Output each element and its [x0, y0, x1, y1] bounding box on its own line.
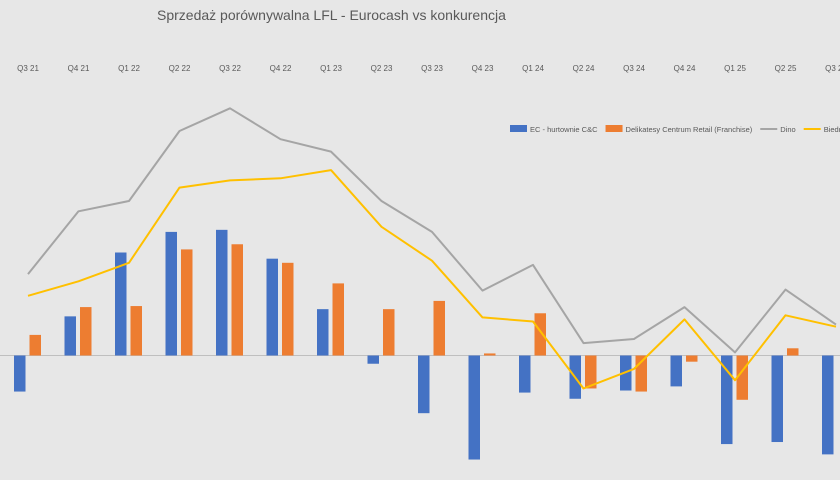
x-tick-label: Q1 24 — [522, 64, 544, 73]
bar-ec-cash-carry — [721, 355, 733, 445]
x-tick-label: Q3 22 — [219, 64, 241, 73]
x-tick-label: Q3 25 — [825, 64, 840, 73]
bar-ec-cash-carry — [216, 229, 228, 356]
bar-ec-cash-carry — [468, 355, 480, 460]
x-tick-label: Q4 24 — [674, 64, 696, 73]
x-tick-label: Q2 24 — [573, 64, 595, 73]
x-tick-label: Q1 25 — [724, 64, 746, 73]
bar-ec-cash-carry — [64, 316, 76, 356]
line-biedronka — [27, 169, 837, 390]
x-tick-label: Q2 25 — [775, 64, 797, 73]
bar-ec-cash-carry — [14, 355, 26, 392]
x-tick-label: Q3 23 — [421, 64, 443, 73]
bar-ec-cash-carry — [670, 355, 682, 387]
legend-label: Biedronka — [824, 125, 840, 134]
bar-delikatesy-centrum — [29, 334, 41, 356]
x-tick-label: Q1 23 — [320, 64, 342, 73]
bar-delikatesy-centrum — [585, 355, 597, 389]
bar-delikatesy-centrum — [686, 355, 698, 362]
x-tick-label: Q2 22 — [169, 64, 191, 73]
bar-ec-cash-carry — [822, 355, 834, 455]
bar-delikatesy-centrum — [130, 306, 142, 356]
bar-ec-cash-carry — [165, 231, 177, 356]
line-dino — [27, 107, 837, 354]
bar-delikatesy-centrum — [736, 355, 748, 400]
legend-swatch — [605, 125, 623, 132]
bar-ec-cash-carry — [317, 309, 329, 356]
bar-ec-cash-carry — [519, 355, 531, 393]
bar-delikatesy-centrum — [383, 309, 395, 356]
bar-delikatesy-centrum — [635, 355, 647, 392]
bar-ec-cash-carry — [771, 355, 783, 443]
x-tick-label: Q1 22 — [118, 64, 140, 73]
bar-delikatesy-centrum — [787, 348, 799, 356]
x-tick-label: Q4 21 — [68, 64, 90, 73]
legend-swatch — [510, 125, 527, 132]
legend-label: Delikatesy Centrum Retail (Franchise) — [626, 125, 753, 134]
bar-delikatesy-centrum — [484, 353, 496, 356]
x-tick-label: Q4 22 — [270, 64, 292, 73]
bar-delikatesy-centrum — [181, 249, 193, 356]
bar-ec-cash-carry — [115, 252, 127, 356]
bar-delikatesy-centrum — [433, 300, 445, 356]
bar-delikatesy-centrum — [231, 244, 243, 356]
x-tick-label: Q4 23 — [472, 64, 494, 73]
legend-label: EC - hurtownie C&C — [530, 125, 598, 134]
x-tick-label: Q3 24 — [623, 64, 645, 73]
bar-ec-cash-carry — [367, 355, 379, 364]
bar-delikatesy-centrum — [80, 307, 92, 356]
chart-title: Sprzedaż porównywalna LFL - Eurocash vs … — [157, 7, 506, 23]
legend-label: Dino — [780, 125, 795, 134]
bar-delikatesy-centrum — [282, 262, 294, 356]
x-tick-label: Q2 23 — [371, 64, 393, 73]
bar-delikatesy-centrum — [332, 283, 344, 356]
bar-ec-cash-carry — [418, 355, 430, 414]
x-tick-label: Q3 21 — [17, 64, 39, 73]
bar-ec-cash-carry — [266, 258, 278, 356]
bar-delikatesy-centrum — [534, 313, 546, 356]
